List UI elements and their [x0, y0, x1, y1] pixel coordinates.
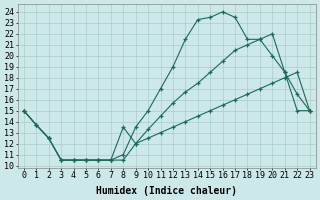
X-axis label: Humidex (Indice chaleur): Humidex (Indice chaleur) [96, 186, 237, 196]
